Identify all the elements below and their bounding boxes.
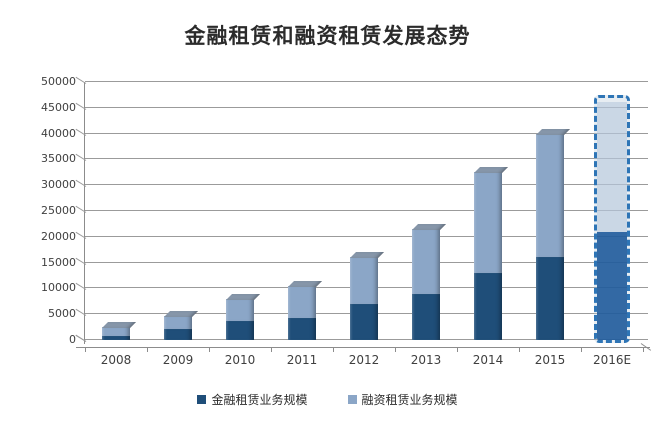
bar-column — [412, 224, 446, 340]
x-tick-label: 2013 — [410, 353, 442, 367]
x-axis: 2008 2009 2010 2011 2012 2013 2014 2015 2016E — [85, 353, 643, 367]
bar-segment-finance-leasing — [536, 133, 564, 258]
x-axis-line — [76, 347, 650, 352]
y-tick-label: 15000 — [41, 255, 76, 269]
legend-swatch — [347, 395, 357, 404]
bar-segment-financial-leasing — [102, 335, 130, 340]
bar-slot — [457, 82, 519, 340]
bar-column-forecast — [594, 94, 630, 343]
bar-slot — [209, 82, 271, 340]
gridline — [75, 179, 648, 188]
y-tick-label: 5000 — [48, 307, 76, 321]
x-tick-mark — [85, 347, 86, 352]
bar-top-face — [350, 252, 384, 259]
y-axis: 0 5000 10000 15000 20000 25000 30000 35000 40000… — [0, 76, 76, 346]
y-tick-label: 45000 — [41, 100, 76, 114]
bar-segment-financial-leasing — [474, 272, 502, 340]
bar-segment-finance-leasing — [474, 172, 502, 273]
bar-slot — [519, 82, 581, 340]
legend-item: 融资租赁业务规模 — [347, 391, 458, 408]
bar-slot — [581, 82, 643, 343]
y-tick-label: 30000 — [41, 178, 76, 192]
x-tick-label: 2008 — [100, 353, 132, 367]
bar-segment-finance-leasing — [164, 316, 192, 329]
gridline — [75, 76, 648, 84]
y-tick-label: 50000 — [41, 75, 76, 88]
bar-top-face — [164, 311, 198, 318]
x-tick-label: 2015 — [534, 353, 566, 367]
bar-segment-financial-leasing — [288, 317, 316, 340]
legend-label: 金融租赁业务规模 — [211, 393, 308, 407]
bar-segment-financial-leasing — [226, 320, 254, 340]
legend: 金融租赁业务规模 融资租赁业务规模 — [0, 391, 655, 408]
x-tick-mark — [643, 347, 644, 352]
gridline — [75, 231, 648, 239]
gridline — [75, 154, 648, 162]
gridline — [75, 102, 648, 110]
bar-top-face — [102, 322, 136, 329]
x-tick-mark — [209, 347, 210, 352]
y-tick-label: 25000 — [41, 204, 76, 217]
bar-column — [102, 322, 136, 340]
x-tick-mark — [519, 347, 520, 352]
bar-segment-financial-leasing — [597, 231, 627, 340]
bar-top-face — [474, 167, 508, 174]
gridline — [75, 205, 648, 213]
bar-segment-finance-leasing — [350, 257, 378, 304]
bar-top-face — [226, 293, 260, 300]
chart-title: 金融租赁和融资租赁发展态势 — [184, 24, 471, 48]
bar-segment-finance-leasing — [288, 286, 316, 318]
bar-segment-finance-leasing — [597, 101, 627, 232]
gridline — [75, 128, 648, 136]
x-tick-label: 2010 — [224, 353, 256, 367]
bar-segment-finance-leasing — [226, 298, 254, 321]
bar-slot — [395, 82, 457, 340]
x-tick-mark — [457, 347, 458, 352]
bars-container — [85, 82, 643, 343]
plot-area — [75, 76, 648, 343]
x-tick-label: 2016E — [592, 353, 632, 367]
x-tick-label: 2014 — [472, 353, 504, 367]
bar-segment-finance-leasing — [102, 327, 130, 336]
legend-label: 融资租赁业务规模 — [361, 393, 458, 407]
y-tick-label: 35000 — [41, 152, 76, 166]
x-tick-mark — [333, 347, 334, 352]
x-tick-mark — [395, 347, 396, 352]
bar-column — [226, 293, 260, 340]
legend-swatch — [197, 395, 207, 404]
x-tick-label: 2009 — [162, 353, 194, 367]
bar-segment-financial-leasing — [164, 328, 192, 340]
y-tick-label: 10000 — [41, 281, 76, 295]
bar-segment-financial-leasing — [350, 303, 378, 340]
legend-item: 金融租赁业务规模 — [197, 391, 308, 408]
bar-top-face — [536, 128, 570, 135]
bar-top-face — [288, 281, 322, 288]
bar-column — [350, 252, 384, 340]
x-tick-label: 2011 — [286, 353, 318, 367]
bar-slot — [333, 82, 395, 340]
x-tick-label: 2012 — [348, 353, 380, 367]
bar-segment-financial-leasing — [412, 293, 440, 340]
bar-column — [288, 281, 322, 340]
x-tick-mark — [581, 347, 582, 352]
bar-column — [164, 311, 198, 340]
y-tick-label: 40000 — [41, 126, 76, 140]
bar-segment-financial-leasing — [536, 257, 564, 340]
bar-column — [474, 167, 508, 340]
bar-slot — [85, 82, 147, 340]
x-tick-mark — [147, 347, 148, 352]
bar-slot — [271, 82, 333, 340]
y-tick-label: 20000 — [41, 229, 76, 243]
x-tick-mark — [271, 347, 272, 352]
bar-slot — [147, 82, 209, 340]
y-axis-line — [84, 82, 85, 344]
y-tick-label: 0 — [69, 333, 76, 346]
bar-column — [536, 128, 570, 340]
bar-top-face — [412, 224, 446, 231]
bar-segment-finance-leasing — [412, 229, 440, 294]
